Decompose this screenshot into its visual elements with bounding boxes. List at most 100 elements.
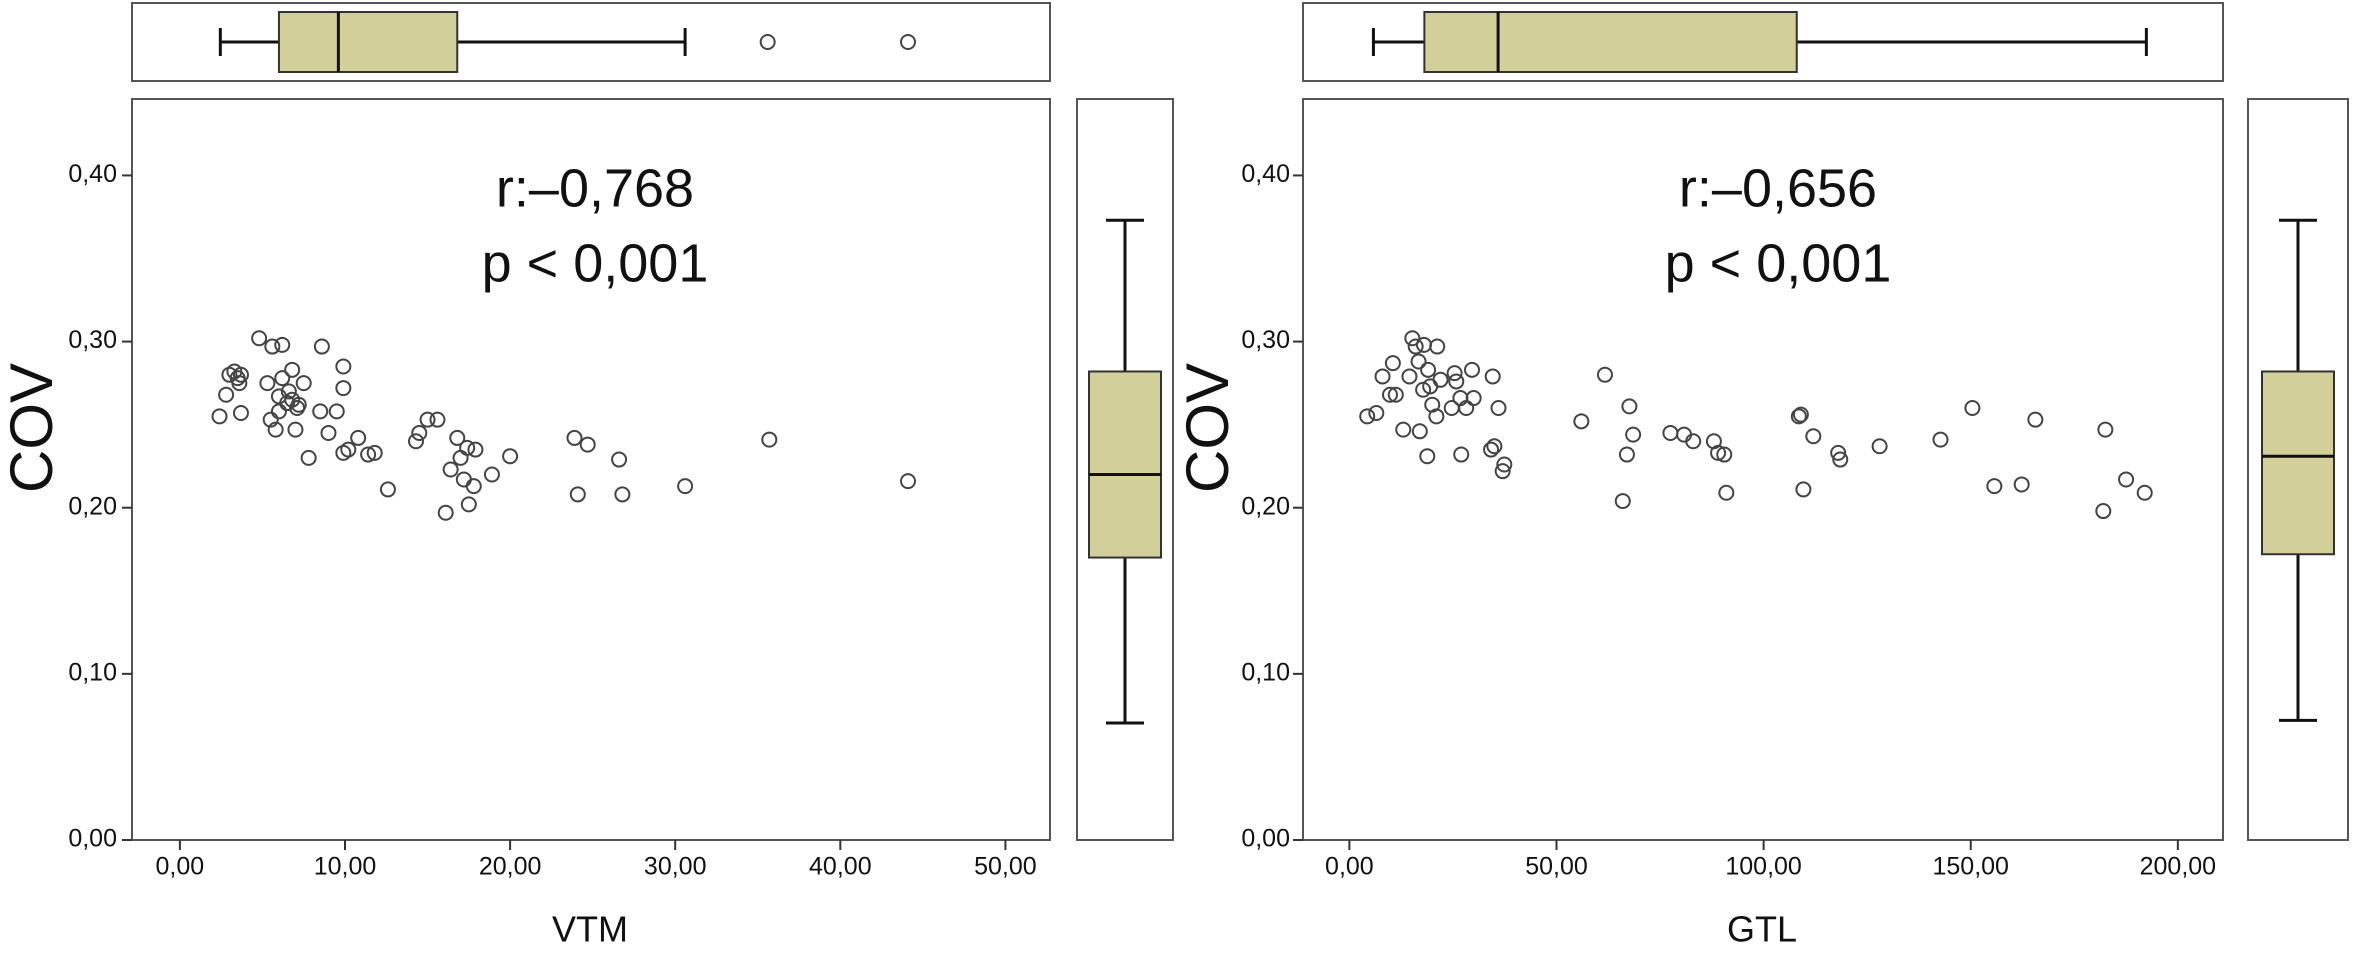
- point: [1483, 441, 1500, 458]
- point: [366, 444, 383, 461]
- point: [1420, 361, 1437, 378]
- point: [1387, 386, 1404, 403]
- point: [1621, 398, 1638, 415]
- point: [360, 446, 377, 463]
- point: [1395, 421, 1412, 438]
- point: [262, 411, 279, 428]
- point: [579, 436, 596, 453]
- point: [465, 478, 482, 495]
- point: [1496, 456, 1513, 473]
- point: [1795, 481, 1812, 498]
- point: [1964, 400, 1981, 417]
- side-box-frame: [1076, 98, 1174, 841]
- point: [1805, 428, 1822, 445]
- point: [274, 370, 291, 387]
- side-box-frame: [2247, 98, 2349, 841]
- annotation: r:–0,768: [496, 158, 694, 218]
- point: [1871, 438, 1888, 455]
- point: [1374, 368, 1391, 385]
- point: [2013, 476, 2030, 493]
- point: [1494, 463, 1511, 480]
- outlier: [759, 34, 776, 50]
- point: [1404, 330, 1421, 347]
- point: [218, 386, 235, 403]
- x-tick-label: 0,00: [1325, 853, 1374, 881]
- point: [611, 451, 628, 468]
- point: [1486, 438, 1503, 455]
- point: [2118, 471, 2135, 488]
- point: [1986, 478, 2003, 495]
- point: [379, 481, 396, 498]
- point: [1428, 408, 1445, 425]
- point: [335, 444, 352, 461]
- x-tick-label: 40,00: [809, 853, 872, 881]
- point: [295, 375, 312, 392]
- x-tick-label: 10,00: [314, 853, 377, 881]
- point: [1618, 446, 1635, 463]
- point: [1415, 336, 1432, 353]
- point: [411, 424, 428, 441]
- point: [274, 336, 291, 353]
- point: [614, 486, 631, 503]
- point: [313, 338, 330, 355]
- point: [1792, 406, 1809, 423]
- y-tick-label: 0,00: [68, 825, 117, 853]
- x-tick-label: 30,00: [644, 853, 707, 881]
- point: [1596, 366, 1613, 383]
- point: [1625, 426, 1642, 443]
- x-axis-label: GTL: [1727, 909, 1797, 950]
- point: [1429, 338, 1446, 355]
- top-box-frame: [1302, 2, 2224, 82]
- y-tick-label: 0,10: [1241, 658, 1290, 686]
- point: [350, 429, 367, 446]
- plot-frame: [131, 98, 1051, 841]
- y-tick-label: 0,30: [1241, 326, 1290, 354]
- point: [1932, 431, 1949, 448]
- x-tick-label: 20,00: [479, 853, 542, 881]
- point: [1710, 444, 1727, 461]
- point: [267, 421, 284, 438]
- box: [1088, 370, 1162, 559]
- point: [1716, 446, 1733, 463]
- point: [460, 496, 477, 513]
- x-tick-label: 200,00: [2140, 853, 2216, 881]
- point: [1446, 365, 1463, 382]
- point: [452, 449, 469, 466]
- top-box-frame: [131, 2, 1051, 82]
- point: [437, 504, 454, 521]
- point: [1448, 373, 1465, 390]
- point: [419, 411, 436, 428]
- point: [251, 330, 268, 347]
- box: [1423, 11, 1798, 73]
- annotation: p < 0,001: [482, 233, 709, 293]
- point: [1614, 493, 1631, 510]
- point: [1453, 446, 1470, 463]
- y-axis-label: COV: [0, 363, 65, 493]
- point: [1411, 423, 1428, 440]
- x-tick-label: 100,00: [1725, 853, 1801, 881]
- point: [1484, 368, 1501, 385]
- point: [566, 429, 583, 446]
- point: [1718, 484, 1735, 501]
- point: [449, 429, 466, 446]
- point: [340, 441, 357, 458]
- point: [335, 358, 352, 375]
- y-tick-label: 0,00: [1241, 825, 1290, 853]
- point: [211, 408, 228, 425]
- point: [1464, 361, 1481, 378]
- point: [312, 403, 329, 420]
- point: [1685, 433, 1702, 450]
- y-tick-label: 0,10: [68, 658, 117, 686]
- point: [1359, 408, 1376, 425]
- point: [1368, 405, 1385, 422]
- outlier: [900, 34, 917, 50]
- point: [1384, 355, 1401, 372]
- point: [467, 441, 484, 458]
- point: [1490, 400, 1507, 417]
- point: [407, 433, 424, 450]
- point: [1830, 444, 1847, 461]
- point: [1407, 338, 1424, 355]
- x-tick-label: 0,00: [156, 853, 205, 881]
